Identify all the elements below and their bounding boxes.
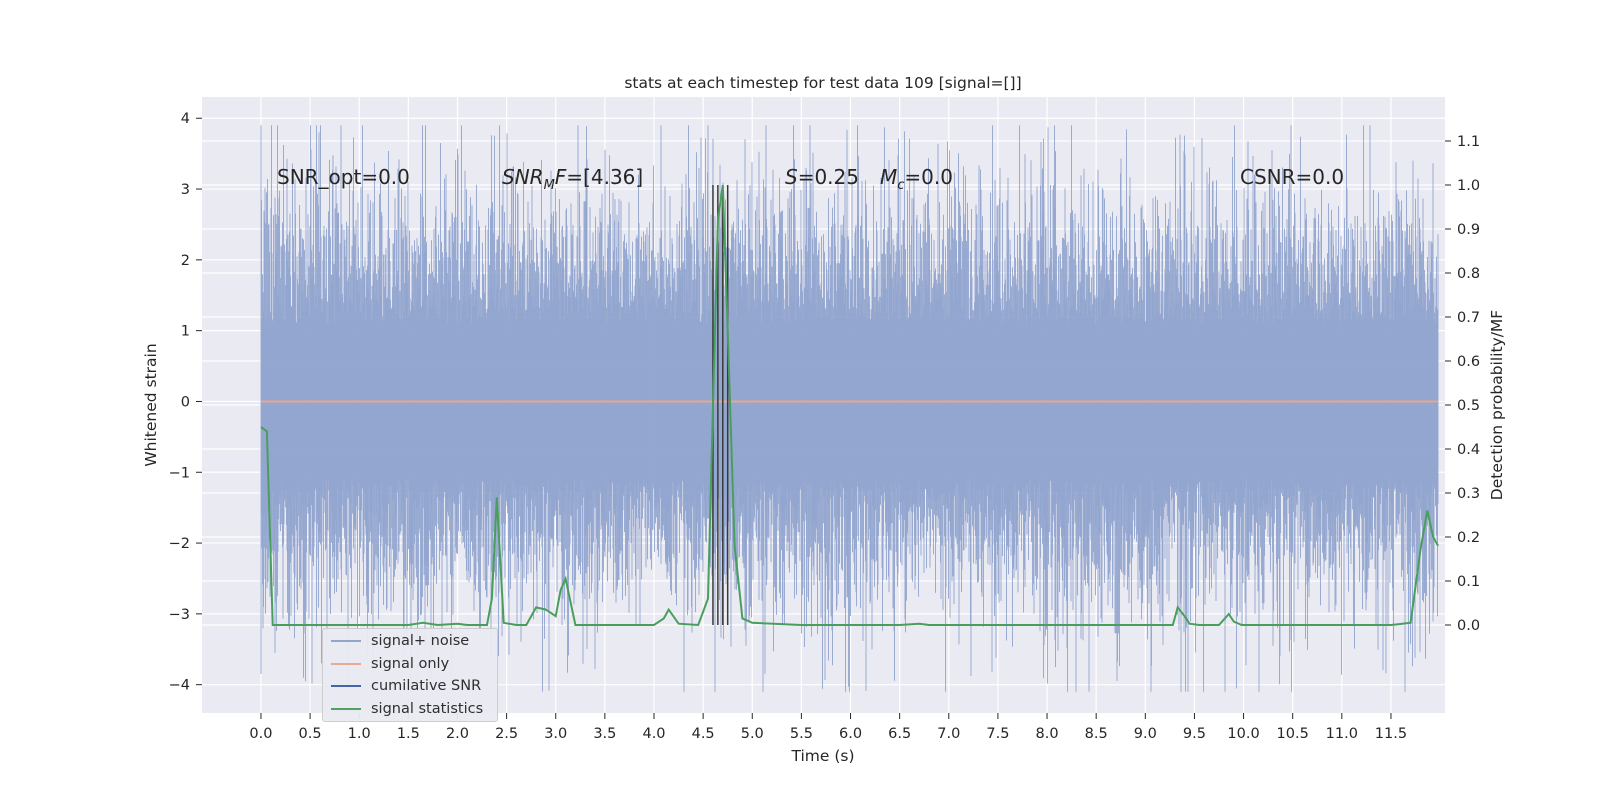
annotation-csnr: CSNR=0.0 — [1240, 165, 1344, 189]
legend-label: signal+ noise — [371, 633, 470, 649]
x-tick-label: 0.5 — [299, 726, 322, 742]
x-tick-label: 11.0 — [1326, 726, 1358, 742]
y2-axis-ticks: 1.1 1.0 0.9 0.8 0.7 0.6 0.5 0.4 0.3 0.2 0.1 0.0 — [1445, 134, 1480, 634]
x-tick-label: 1.5 — [397, 726, 420, 742]
x-tick-label: 9.5 — [1183, 726, 1206, 742]
y2-tick-label: 0.3 — [1457, 486, 1480, 502]
snr-mf-f: F — [555, 165, 567, 189]
x-tick-label: 10.0 — [1227, 726, 1259, 742]
mc-label: M — [880, 165, 897, 189]
y2-tick-label: 0.5 — [1457, 398, 1480, 414]
y-tick-label: 4 — [181, 111, 190, 127]
x-tick-label: 6.0 — [839, 726, 862, 742]
y-tick-label: −1 — [169, 465, 190, 481]
noise-series — [260, 125, 1439, 692]
x-tick-label: 3.0 — [544, 726, 567, 742]
annotation-mc: Mc=0.0 — [880, 165, 953, 193]
y2-tick-label: 0.9 — [1457, 222, 1480, 238]
y2-tick-label: 0.1 — [1457, 574, 1480, 590]
y2-tick-label: 1.1 — [1457, 134, 1480, 150]
x-tick-label: 8.5 — [1085, 726, 1108, 742]
y2-tick-label: 1.0 — [1457, 178, 1480, 194]
x-tick-label: 11.5 — [1375, 726, 1407, 742]
y2-tick-label: 0.8 — [1457, 266, 1480, 282]
y-tick-label: 1 — [181, 324, 190, 340]
legend-label: signal only — [371, 656, 450, 672]
legend-label: signal statistics — [371, 701, 484, 717]
snr-mf-sub: M — [544, 178, 555, 193]
y2-tick-label: 0.6 — [1457, 354, 1480, 370]
s-label: S — [785, 165, 798, 189]
x-tick-label: 7.0 — [937, 726, 960, 742]
y2-tick-label: 0.7 — [1457, 310, 1480, 326]
legend-swatch — [331, 685, 361, 687]
x-axis-ticks: 0.0 0.5 1.0 1.5 2.0 2.5 3.0 3.5 4.0 4.5 5.0 5.5 6.0 6… — [249, 713, 1407, 742]
legend-item-signal-only: signal only — [331, 654, 449, 674]
y-axis-label: Whitened strain — [142, 343, 160, 466]
annotation-snr-mf: SNRMF=[4.36] — [502, 165, 643, 193]
x-axis-label: Time (s) — [790, 747, 854, 765]
y-tick-label: 2 — [181, 253, 190, 269]
x-tick-label: 2.5 — [495, 726, 518, 742]
y-axis-ticks: 4 3 2 1 0 −1 −2 −3 −4 — [169, 111, 202, 694]
s-value: =0.25 — [798, 165, 859, 189]
x-tick-label: 2.0 — [446, 726, 469, 742]
signal-statistics-line — [260, 184, 1439, 627]
x-tick-label: 6.5 — [888, 726, 911, 742]
snr-mf-prefix: SNR — [502, 165, 544, 189]
y2-tick-label: 0.4 — [1457, 442, 1480, 458]
legend-item-signal-statistics: signal statistics — [331, 699, 483, 719]
mc-value: =0.0 — [904, 165, 953, 189]
legend-item-cumulative-snr: cumilative SNR — [331, 676, 481, 696]
x-tick-label: 3.5 — [593, 726, 616, 742]
y-tick-label: −2 — [169, 536, 190, 552]
x-tick-label: 4.5 — [692, 726, 715, 742]
chart-title: stats at each timestep for test data 109… — [624, 74, 1021, 92]
x-tick-label: 7.5 — [986, 726, 1009, 742]
y-tick-label: −4 — [169, 678, 190, 694]
x-tick-label: 5.0 — [741, 726, 764, 742]
x-tick-label: 8.0 — [1036, 726, 1059, 742]
legend-item-signal-noise: signal+ noise — [331, 631, 469, 651]
x-tick-label: 1.0 — [348, 726, 371, 742]
x-tick-label: 9.0 — [1134, 726, 1157, 742]
y-tick-label: 3 — [181, 182, 190, 198]
y-tick-label: 0 — [181, 394, 190, 410]
legend: signal+ noise signal only cumilative SNR… — [322, 628, 498, 722]
noise-trace — [260, 125, 1439, 692]
y-tick-label: −3 — [169, 607, 190, 623]
x-tick-label: 4.0 — [642, 726, 665, 742]
legend-swatch — [331, 663, 361, 665]
snr-mf-value: =[4.36] — [566, 165, 643, 189]
x-tick-label: 10.5 — [1277, 726, 1309, 742]
annotation-snr-opt: SNR_opt=0.0 — [277, 165, 410, 189]
mc-sub: c — [897, 178, 904, 193]
y2-tick-label: 0.0 — [1457, 618, 1480, 634]
y2-axis-label: Detection probability/MF — [1488, 310, 1506, 501]
x-tick-label: 5.5 — [790, 726, 813, 742]
legend-label: cumilative SNR — [371, 678, 482, 694]
y2-tick-label: 0.2 — [1457, 530, 1480, 546]
legend-swatch — [331, 708, 361, 710]
annotation-s: S=0.25 — [785, 165, 859, 189]
x-tick-label: 0.0 — [249, 726, 272, 742]
legend-swatch — [331, 640, 361, 642]
